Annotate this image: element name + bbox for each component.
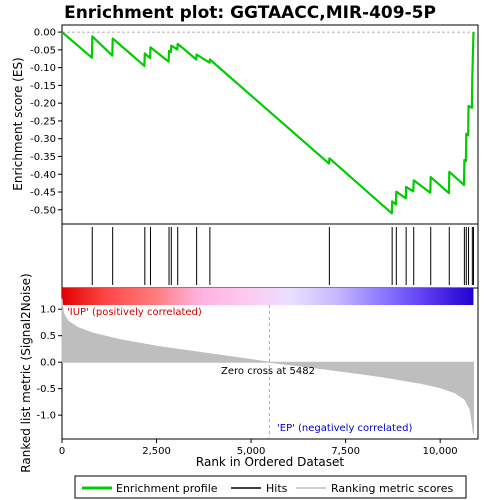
es-y-tick-label: 0.00 — [34, 28, 56, 39]
ranked-metric-layer — [61, 298, 474, 439]
metric-y-tick-label: 1.0 — [40, 305, 56, 316]
negative-correlation-label: 'EP' (negatively correlated) — [277, 423, 412, 434]
es-y-tick-label: -0.10 — [30, 63, 56, 74]
colorbar-gradient — [62, 288, 474, 305]
x-tick-label: 2,500 — [142, 446, 171, 457]
legend-label-ranking-metric: Ranking metric scores — [331, 482, 453, 495]
chart-title: Enrichment plot: GGTAACC,MIR-409-5P — [64, 3, 436, 23]
metric-y-tick-label: 0.5 — [40, 331, 56, 342]
es-y-tick-label: -0.25 — [30, 116, 56, 127]
enrichment-profile-layer — [61, 31, 475, 215]
ranked-metric-y-axis-label: Ranked list metric (Signal2Noise) — [19, 273, 33, 472]
es-y-tick-label: -0.45 — [30, 188, 56, 199]
es-y-tick-label: -0.30 — [30, 134, 56, 145]
enrichment-y-axis: 0.00 -0.05 -0.10 -0.15 -0.20 -0.25 -0.30 -0.35 -… — [30, 28, 62, 216]
x-tick-label: 0 — [59, 446, 65, 457]
enrichment-y-axis-label: Enrichment score (ES) — [11, 57, 25, 190]
hits-panel-frame — [61, 223, 479, 289]
x-axis-label: Rank in Ordered Dataset — [196, 455, 344, 469]
enrichment-panel-frame — [61, 24, 479, 225]
metric-y-tick-label: -1.0 — [36, 411, 56, 422]
es-y-tick-label: -0.15 — [30, 81, 56, 92]
x-tick-label: 5,000 — [237, 446, 266, 457]
legend-box — [74, 475, 467, 499]
legend: Enrichment profile Hits Ranking metric s… — [74, 475, 467, 499]
enrichment-profile-line — [61, 31, 475, 215]
es-y-tick-label: -0.05 — [30, 45, 56, 56]
x-tick-label: 7,500 — [331, 446, 360, 457]
es-y-tick-label: -0.40 — [30, 170, 56, 181]
ranked-metric-y-axis: 1.0 0.5 0.0 -0.5 -1.0 — [36, 305, 62, 422]
hit-markers — [91, 227, 474, 285]
es-y-tick-label: -0.50 — [30, 205, 56, 216]
legend-label-hits: Hits — [266, 482, 288, 495]
x-tick-label: 10,000 — [423, 446, 458, 457]
zero-cross-label: Zero cross at 5482 — [221, 366, 315, 377]
x-axis: 0 2,500 5,000 7,500 10,000 — [59, 439, 458, 457]
es-y-tick-label: -0.35 — [30, 152, 56, 163]
es-y-tick-label: -0.20 — [30, 99, 56, 110]
metric-y-tick-label: 0.0 — [40, 358, 56, 369]
positive-correlation-label: 'IUP' (positively correlated) — [67, 307, 202, 318]
legend-label-enrichment-profile: Enrichment profile — [116, 482, 218, 495]
ranked-metric-area — [61, 298, 474, 434]
rank-colorbar — [62, 288, 474, 305]
metric-y-tick-label: -0.5 — [36, 384, 56, 395]
